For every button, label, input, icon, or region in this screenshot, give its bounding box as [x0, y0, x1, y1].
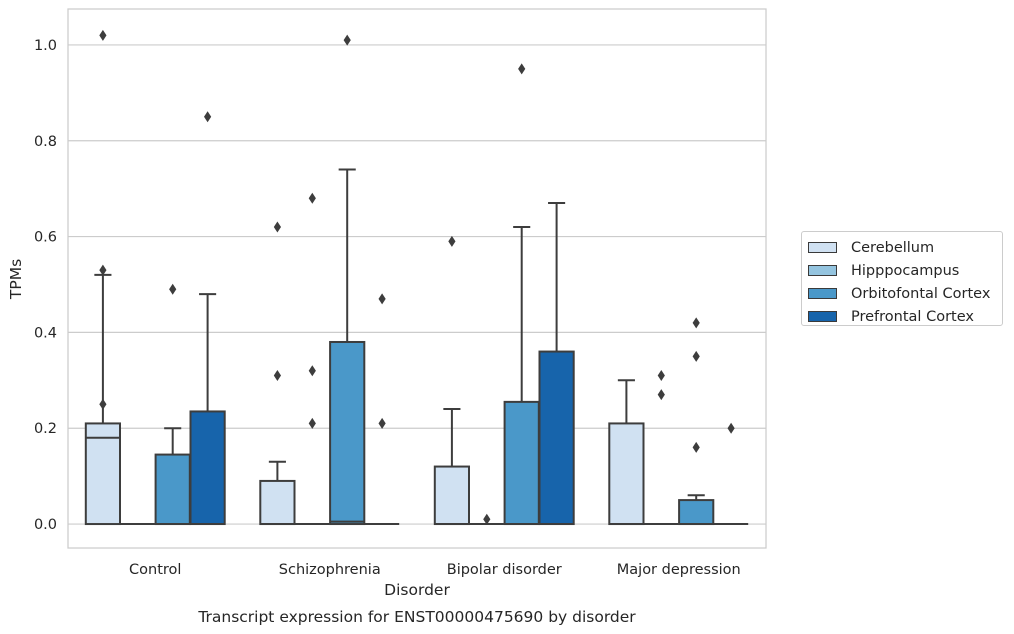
outlier-point — [692, 350, 700, 362]
outlier-point — [692, 441, 700, 453]
box-orbitofontal-cortex — [503, 63, 540, 526]
y-tick-label: 0.0 — [34, 517, 57, 533]
chart-caption: Transcript expression for ENST0000047569… — [197, 608, 636, 626]
box-body — [259, 479, 296, 526]
outlier-point — [169, 283, 177, 295]
outlier-point — [343, 34, 351, 46]
outlier-point — [99, 398, 107, 410]
legend-label: Hipppocampus — [851, 262, 960, 279]
box-orbitofontal-cortex — [678, 317, 715, 526]
box-prefrontal-cortex — [189, 111, 226, 526]
box-cerebellum — [259, 221, 296, 526]
box-orbitofontal-cortex — [154, 283, 191, 526]
y-tick-label: 0.4 — [34, 325, 57, 341]
outlier-point — [657, 389, 665, 401]
box-body — [84, 422, 122, 526]
legend-label: Orbitofontal Cortex — [851, 285, 991, 302]
outlier-point — [378, 417, 386, 429]
x-tick-label: Major depression — [617, 562, 741, 578]
box-body — [678, 499, 715, 526]
box-series — [84, 29, 749, 526]
plot-frame — [67, 8, 767, 549]
x-tick-label: Control — [129, 562, 181, 578]
x-axis-label: Disorder — [384, 581, 450, 599]
y-tick-label: 0.8 — [34, 134, 57, 150]
y-tick-labels: 0.0 0.2 0.4 0.6 0.8 1.0 — [34, 38, 57, 533]
box-orbitofontal-cortex — [329, 34, 366, 526]
box-prefrontal-cortex — [364, 293, 400, 526]
box-body — [433, 465, 471, 526]
box-hipppocampus — [644, 370, 679, 526]
box-body — [538, 350, 575, 526]
legend-item: Cerebellum — [808, 236, 1002, 259]
legend-item: Hipppocampus — [808, 259, 1002, 282]
box-prefrontal-cortex — [538, 202, 575, 526]
x-tick-labels: Control Schizophrenia Bipolar disorder Majo… — [129, 562, 741, 578]
outlier-point — [518, 63, 526, 75]
outlier-point — [448, 235, 456, 247]
outlier-point — [483, 513, 491, 525]
y-tick-label: 0.6 — [34, 230, 57, 246]
outlier-point — [273, 221, 281, 233]
box-body — [329, 340, 366, 526]
legend-label: Cerebellum — [851, 239, 935, 256]
box-cerebellum — [84, 29, 122, 526]
y-tick-label: 1.0 — [34, 38, 57, 54]
outlier-point — [308, 417, 316, 429]
outlier-point — [308, 192, 316, 204]
x-tick-label: Bipolar disorder — [447, 562, 562, 578]
outlier-point — [99, 29, 107, 41]
legend-swatch — [808, 265, 837, 276]
y-tick-label: 0.2 — [34, 421, 57, 437]
legend-item: Orbitofontal Cortex — [808, 282, 1002, 305]
box-body — [503, 400, 540, 526]
box-hipppocampus — [295, 192, 330, 526]
outlier-point — [692, 317, 700, 329]
y-axis-label: TPMs — [7, 259, 25, 300]
outlier-point — [273, 370, 281, 382]
box-hipppocampus — [469, 513, 504, 526]
outlier-point — [308, 365, 316, 377]
box-prefrontal-cortex — [713, 422, 749, 526]
legend-item: Prefrontal Cortex — [808, 305, 1002, 328]
legend-label: Prefrontal Cortex — [851, 308, 974, 325]
legend-swatch — [808, 288, 837, 299]
legend-swatch — [808, 311, 837, 322]
box-cerebellum — [608, 379, 645, 526]
legend: Cerebellum Hipppocampus Orbitofontal Corte… — [801, 231, 1003, 326]
outlier-point — [99, 264, 107, 276]
box-cerebellum — [433, 235, 471, 526]
box-body — [189, 410, 226, 526]
outlier-point — [727, 422, 735, 434]
legend-swatch — [808, 242, 837, 253]
box-body — [608, 422, 645, 526]
outlier-point — [378, 293, 386, 305]
outlier-point — [204, 111, 212, 123]
outlier-point — [657, 370, 665, 382]
box-body — [154, 453, 191, 526]
x-tick-label: Schizophrenia — [279, 562, 381, 578]
